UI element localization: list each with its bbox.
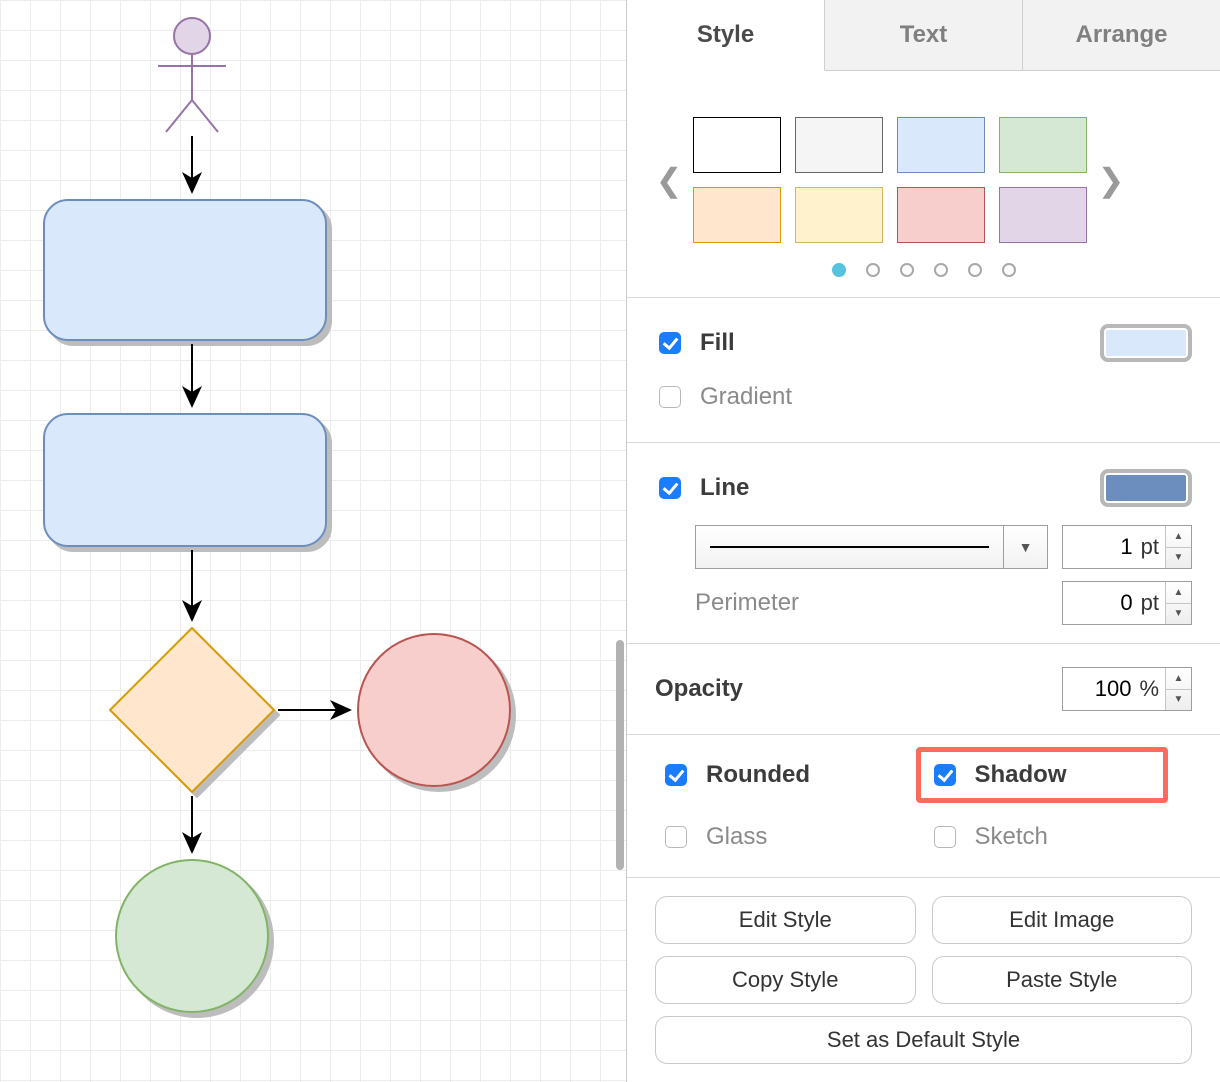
glass-label: Glass (706, 823, 767, 851)
swatch-page-dot[interactable] (866, 263, 880, 277)
rounded-cell: Rounded (655, 753, 924, 797)
style-swatch-5[interactable] (795, 187, 883, 243)
panel-tabs: Style Text Arrange (627, 0, 1220, 71)
fill-color-well[interactable] (1100, 324, 1192, 362)
swatch-page-dot[interactable] (832, 263, 846, 277)
fill-label: Fill (700, 329, 735, 357)
shape-terminator-green[interactable] (116, 860, 268, 1012)
style-swatch-4[interactable] (693, 187, 781, 243)
stepper-down-icon[interactable]: ▼ (1166, 604, 1191, 625)
shape-process-2[interactable] (44, 414, 326, 546)
line-width-input[interactable] (1063, 533, 1141, 561)
shadow-checkbox[interactable] (934, 764, 956, 786)
stepper-up-icon[interactable]: ▲ (1166, 668, 1191, 690)
perimeter-stepper[interactable]: pt ▲▼ (1062, 581, 1192, 625)
line-color-well[interactable] (1100, 469, 1192, 507)
diagram-svg (0, 0, 626, 1082)
edit-image-button[interactable]: Edit Image (932, 896, 1193, 944)
shape-terminator-red[interactable] (358, 634, 510, 786)
line-width-stepper[interactable]: pt ▲▼ (1062, 525, 1192, 569)
swatch-page-dot[interactable] (1002, 263, 1016, 277)
perimeter-label: Perimeter (655, 589, 799, 617)
diagram-canvas[interactable] (0, 0, 626, 1082)
swatch-page-dot[interactable] (934, 263, 948, 277)
line-width-unit: pt (1141, 534, 1165, 560)
opacity-label: Opacity (655, 675, 743, 703)
perimeter-unit: pt (1141, 590, 1165, 616)
shape-actor[interactable] (158, 18, 226, 132)
opacity-input[interactable] (1063, 675, 1139, 703)
sketch-cell: Sketch (924, 815, 1193, 859)
opacity-stepper[interactable]: % ▲▼ (1062, 667, 1192, 711)
line-checkbox[interactable] (659, 477, 681, 499)
tab-arrange[interactable]: Arrange (1023, 0, 1220, 71)
effects-section: Rounded Shadow Glass Sketch (627, 735, 1220, 878)
swatch-section: ❮ ❯ (627, 71, 1220, 298)
style-swatch-6[interactable] (897, 187, 985, 243)
sketch-checkbox[interactable] (934, 826, 956, 848)
edit-style-button[interactable]: Edit Style (655, 896, 916, 944)
shadow-cell: Shadow (924, 753, 1193, 797)
style-swatch-2[interactable] (897, 117, 985, 173)
rounded-label: Rounded (706, 761, 810, 789)
shape-decision[interactable] (110, 628, 274, 792)
line-label: Line (700, 474, 749, 502)
swatch-page-dot[interactable] (900, 263, 914, 277)
style-swatch-3[interactable] (999, 117, 1087, 173)
stepper-up-icon[interactable]: ▲ (1166, 582, 1191, 604)
shadow-label: Shadow (975, 761, 1067, 789)
buttons-section: Edit Style Edit Image Copy Style Paste S… (627, 878, 1220, 1082)
swatch-page-dot[interactable] (968, 263, 982, 277)
sketch-label: Sketch (975, 823, 1048, 851)
opacity-unit: % (1139, 676, 1165, 702)
tab-style[interactable]: Style (627, 0, 825, 71)
paste-style-button[interactable]: Paste Style (932, 956, 1193, 1004)
set-default-style-button[interactable]: Set as Default Style (655, 1016, 1192, 1064)
gradient-label: Gradient (700, 383, 792, 411)
line-section: Line ▼ pt ▲▼ Perimeter pt (627, 443, 1220, 644)
style-swatch-7[interactable] (999, 187, 1087, 243)
fill-section: Fill Gradient (627, 298, 1220, 443)
perimeter-input[interactable] (1063, 589, 1141, 617)
format-panel: Style Text Arrange ❮ ❯ Fill (626, 0, 1220, 1082)
glass-checkbox[interactable] (665, 826, 687, 848)
copy-style-button[interactable]: Copy Style (655, 956, 916, 1004)
rounded-checkbox[interactable] (665, 764, 687, 786)
style-swatch-1[interactable] (795, 117, 883, 173)
fill-checkbox[interactable] (659, 332, 681, 354)
gradient-checkbox[interactable] (659, 386, 681, 408)
chevron-down-icon: ▼ (1003, 526, 1047, 568)
shape-process-1[interactable] (44, 200, 326, 340)
canvas-scrollbar[interactable] (616, 640, 624, 870)
opacity-section: Opacity % ▲▼ (627, 644, 1220, 735)
swatch-next-icon[interactable]: ❯ (1097, 161, 1125, 199)
line-style-dropdown[interactable]: ▼ (695, 525, 1048, 569)
stepper-up-icon[interactable]: ▲ (1166, 526, 1191, 548)
swatch-prev-icon[interactable]: ❮ (655, 161, 683, 199)
tab-text[interactable]: Text (825, 0, 1023, 71)
style-swatch-0[interactable] (693, 117, 781, 173)
stepper-down-icon[interactable]: ▼ (1166, 690, 1191, 711)
stepper-down-icon[interactable]: ▼ (1166, 548, 1191, 569)
glass-cell: Glass (655, 815, 924, 859)
